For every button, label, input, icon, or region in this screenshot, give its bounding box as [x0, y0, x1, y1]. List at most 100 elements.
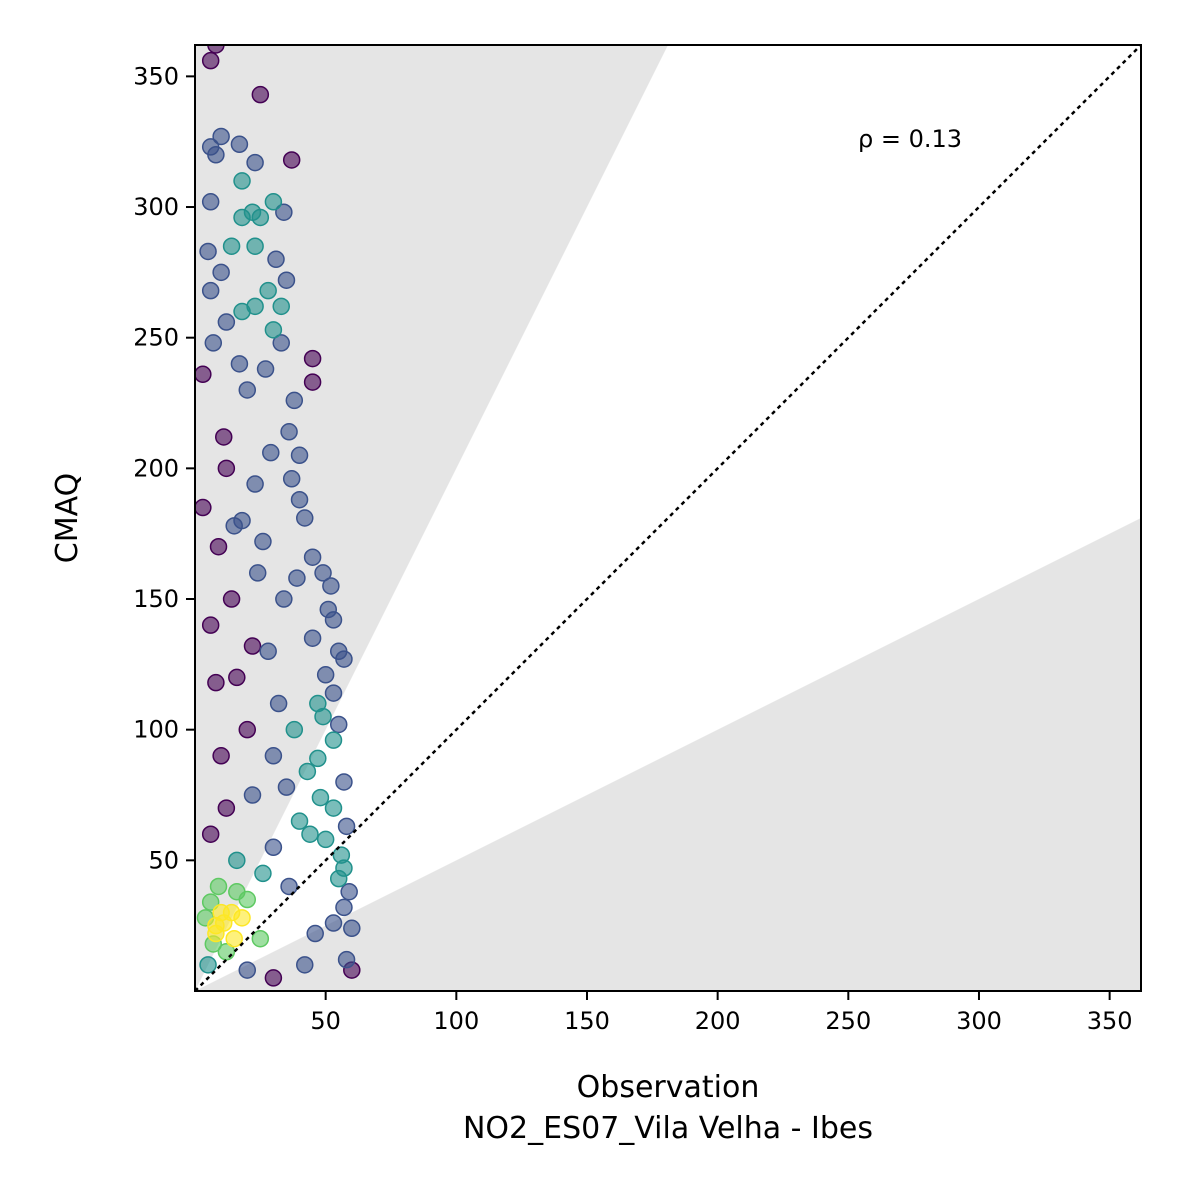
data-point	[201, 281, 220, 300]
y-tick-label: 100	[133, 716, 179, 744]
data-point	[233, 511, 251, 530]
data-point	[243, 203, 262, 221]
data-point	[195, 365, 212, 384]
data-point	[290, 490, 309, 509]
data-point	[212, 263, 230, 282]
data-point	[254, 864, 272, 883]
data-point	[233, 172, 251, 190]
y-tick-label: 250	[133, 324, 179, 352]
data-point	[322, 577, 340, 595]
data-point	[343, 919, 361, 938]
data-point	[238, 890, 257, 909]
data-point	[262, 443, 280, 462]
data-point	[267, 250, 285, 269]
data-point	[259, 281, 277, 300]
data-point	[201, 616, 220, 634]
data-point	[201, 825, 220, 843]
data-point	[296, 956, 314, 974]
data-point	[201, 893, 220, 911]
data-point	[303, 373, 322, 391]
y-axis-label: CMAQ	[50, 473, 85, 563]
data-point	[329, 715, 348, 734]
data-point	[238, 961, 257, 979]
data-point	[272, 297, 290, 316]
data-point	[238, 720, 257, 739]
data-point	[324, 684, 343, 702]
data-point	[264, 193, 283, 211]
data-point	[329, 869, 348, 888]
y-tick-label: 350	[133, 62, 179, 90]
x-tick-label: 50	[310, 1007, 341, 1035]
data-point	[324, 914, 343, 932]
y-tick-label: 50	[148, 846, 179, 874]
data-point	[246, 153, 264, 172]
data-point	[230, 135, 249, 154]
x-tick-label: 250	[825, 1007, 871, 1035]
data-point	[335, 898, 353, 917]
data-point	[264, 321, 283, 339]
data-point	[264, 969, 283, 987]
data-point	[254, 532, 272, 551]
data-point	[301, 825, 319, 843]
data-point	[306, 924, 324, 943]
data-point	[272, 334, 290, 352]
data-point	[207, 146, 225, 164]
data-point	[303, 629, 322, 647]
data-point	[228, 668, 246, 687]
data-point	[340, 882, 358, 901]
data-point	[222, 590, 241, 608]
data-point	[275, 590, 293, 608]
data-point	[269, 694, 288, 713]
y-tick-label: 150	[133, 585, 179, 613]
data-point	[280, 877, 298, 896]
data-point	[264, 747, 283, 765]
x-tick-label: 200	[695, 1007, 741, 1035]
data-point	[277, 778, 296, 796]
data-point	[212, 747, 230, 765]
data-point	[209, 877, 228, 896]
shade-under-prediction	[195, 518, 1141, 991]
data-point	[243, 786, 262, 804]
data-point	[238, 381, 257, 399]
data-point	[314, 564, 332, 582]
data-point	[199, 242, 217, 261]
data-point	[214, 428, 233, 446]
data-point	[277, 271, 296, 289]
data-point	[256, 360, 275, 378]
data-point	[264, 838, 283, 857]
y-tick-label: 200	[133, 454, 179, 482]
data-point	[217, 313, 236, 331]
data-point	[195, 498, 212, 517]
data-point	[285, 391, 304, 410]
x-tick-label: 150	[564, 1007, 610, 1035]
data-point	[280, 423, 298, 441]
x-axis-ticks: 50 100 150 200 250 300 350	[310, 991, 1133, 1035]
data-point	[316, 666, 335, 684]
scatter-points	[195, 45, 361, 987]
x-tick-label: 350	[1087, 1007, 1133, 1035]
y-axis-ticks: 50 100 150 200 250 300 350	[133, 62, 195, 874]
data-point	[285, 720, 304, 739]
data-point	[311, 788, 330, 807]
data-point	[201, 193, 220, 211]
data-point	[246, 297, 264, 316]
one-to-one-line	[195, 45, 1141, 991]
x-axis-label: Observation	[577, 1070, 760, 1105]
correlation-annotation: ρ = 0.13	[858, 125, 962, 153]
data-point	[314, 707, 332, 726]
data-point	[275, 203, 293, 221]
data-point	[290, 446, 309, 465]
data-point	[209, 537, 228, 556]
data-point	[225, 929, 243, 948]
data-point	[246, 475, 264, 493]
data-point	[207, 673, 225, 692]
data-point	[290, 812, 309, 830]
data-point	[228, 851, 246, 870]
x-tick-label: 100	[433, 1007, 479, 1035]
reference-line	[195, 45, 1141, 991]
x-tick-label: 300	[956, 1007, 1002, 1035]
data-point	[251, 85, 270, 104]
data-point	[303, 349, 322, 368]
data-point	[217, 459, 236, 478]
